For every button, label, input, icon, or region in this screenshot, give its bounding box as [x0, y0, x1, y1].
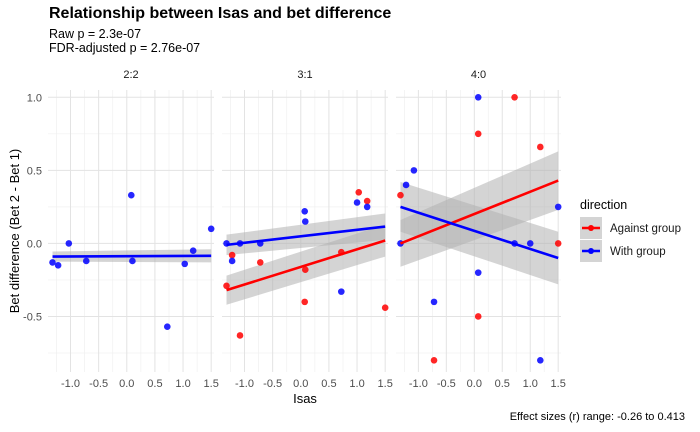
- data-point: [430, 357, 438, 364]
- x-axis-title: Isas: [293, 391, 317, 406]
- data-point: [474, 269, 482, 276]
- x-tick-label: 1.5: [378, 378, 393, 390]
- chart-caption: Effect sizes (r) range: -0.26 to 0.413: [509, 411, 685, 423]
- x-tick-label: 0.5: [495, 378, 510, 390]
- facet-panel-2-2: 2:2 -1.0 -0.5 0.0 0.5 1.0 1.5: [48, 69, 219, 390]
- data-point: [82, 257, 90, 265]
- x-tick-label: 1.5: [551, 378, 566, 390]
- x-tick-label: 1.5: [204, 378, 219, 390]
- data-point: [54, 262, 62, 269]
- y-tick-label: 0.0: [27, 238, 42, 250]
- legend-key-point: [588, 225, 594, 231]
- regression-line: [52, 254, 212, 258]
- facet-panel-4-0: 4:0 -1.0 -0.5 0.0 0.5 1.0 1.5: [396, 69, 566, 390]
- y-axis-title: Bet difference (Bet 2 - Bet 1): [7, 149, 22, 314]
- data-point: [363, 197, 371, 205]
- y-tick-label: -0.5: [23, 311, 42, 323]
- legend-entry-label: Against group: [610, 223, 681, 235]
- x-tick-label: -0.5: [437, 378, 456, 390]
- x-tick-label: 0.0: [467, 378, 482, 390]
- data-point: [526, 240, 534, 247]
- confidence-ribbon: [226, 213, 386, 256]
- data-point: [474, 94, 482, 101]
- data-point: [397, 191, 404, 199]
- data-point: [301, 218, 309, 225]
- data-point: [256, 259, 264, 266]
- regression-line: [399, 179, 559, 245]
- facet-panel-3-1: 3:1 -1.0 -0.5 0.0 0.5 1.0 1.5: [222, 69, 393, 390]
- data-point: [228, 251, 236, 259]
- data-point: [228, 257, 236, 265]
- data-point: [163, 323, 171, 331]
- data-point: [223, 282, 230, 290]
- data-point: [474, 130, 482, 138]
- y-tick-label: 1.0: [27, 92, 42, 104]
- data-point: [363, 203, 371, 211]
- data-point: [127, 191, 135, 199]
- x-tick-label: -0.5: [263, 378, 282, 390]
- data-point: [65, 240, 73, 247]
- x-tick-label: 0.0: [293, 378, 308, 390]
- data-point: [337, 288, 345, 295]
- x-tick-label: -0.5: [89, 378, 108, 390]
- legend-key-point: [588, 248, 594, 254]
- legend: direction Against group With group: [580, 198, 681, 262]
- data-point: [537, 143, 544, 151]
- x-tick-label: 1.0: [175, 378, 190, 390]
- facet-strip-label: 3:1: [297, 69, 312, 81]
- regression-line: [226, 239, 386, 292]
- data-point: [236, 332, 244, 339]
- x-tick-label: -1.0: [235, 378, 254, 390]
- x-tick-label: -1.0: [61, 378, 80, 390]
- data-point: [353, 199, 361, 206]
- x-tick-label: 0.0: [119, 378, 134, 390]
- data-point: [181, 260, 189, 268]
- data-point: [402, 181, 410, 189]
- y-tick-label: 0.5: [27, 165, 42, 177]
- data-point: [554, 240, 562, 247]
- legend-entry-label: With group: [610, 246, 666, 258]
- x-tick-label: 1.0: [349, 378, 364, 390]
- chart-title: Relationship between Isas and bet differ…: [49, 5, 392, 22]
- data-point: [511, 94, 518, 101]
- data-point: [381, 304, 389, 312]
- data-point: [189, 247, 197, 255]
- data-point: [301, 266, 309, 274]
- chart-subtitle-fdr-p: FDR-adjusted p = 2.76e-07: [49, 41, 201, 55]
- data-point: [207, 225, 215, 233]
- x-tick-label: -1.0: [409, 378, 428, 390]
- data-point: [301, 207, 309, 215]
- x-tick-label: 0.5: [321, 378, 336, 390]
- data-point: [410, 167, 418, 174]
- legend-key: [580, 240, 602, 262]
- facet-strip-label: 4:0: [471, 69, 486, 81]
- data-point: [355, 188, 363, 196]
- regression-line: [226, 225, 386, 247]
- data-point: [129, 257, 136, 265]
- data-point: [537, 357, 544, 364]
- facet-strip-label: 2:2: [123, 69, 138, 81]
- data-point: [49, 259, 56, 266]
- data-point: [474, 313, 482, 320]
- data-point: [301, 298, 309, 306]
- x-tick-label: 1.0: [523, 378, 538, 390]
- data-point: [430, 298, 438, 306]
- x-tick-label: 0.5: [147, 378, 162, 390]
- chart-subtitle-raw-p: Raw p = 2.3e-07: [49, 27, 142, 41]
- data-point: [554, 203, 562, 211]
- legend-title: direction: [580, 198, 627, 212]
- regression-line: [400, 205, 559, 260]
- legend-key: [580, 217, 602, 239]
